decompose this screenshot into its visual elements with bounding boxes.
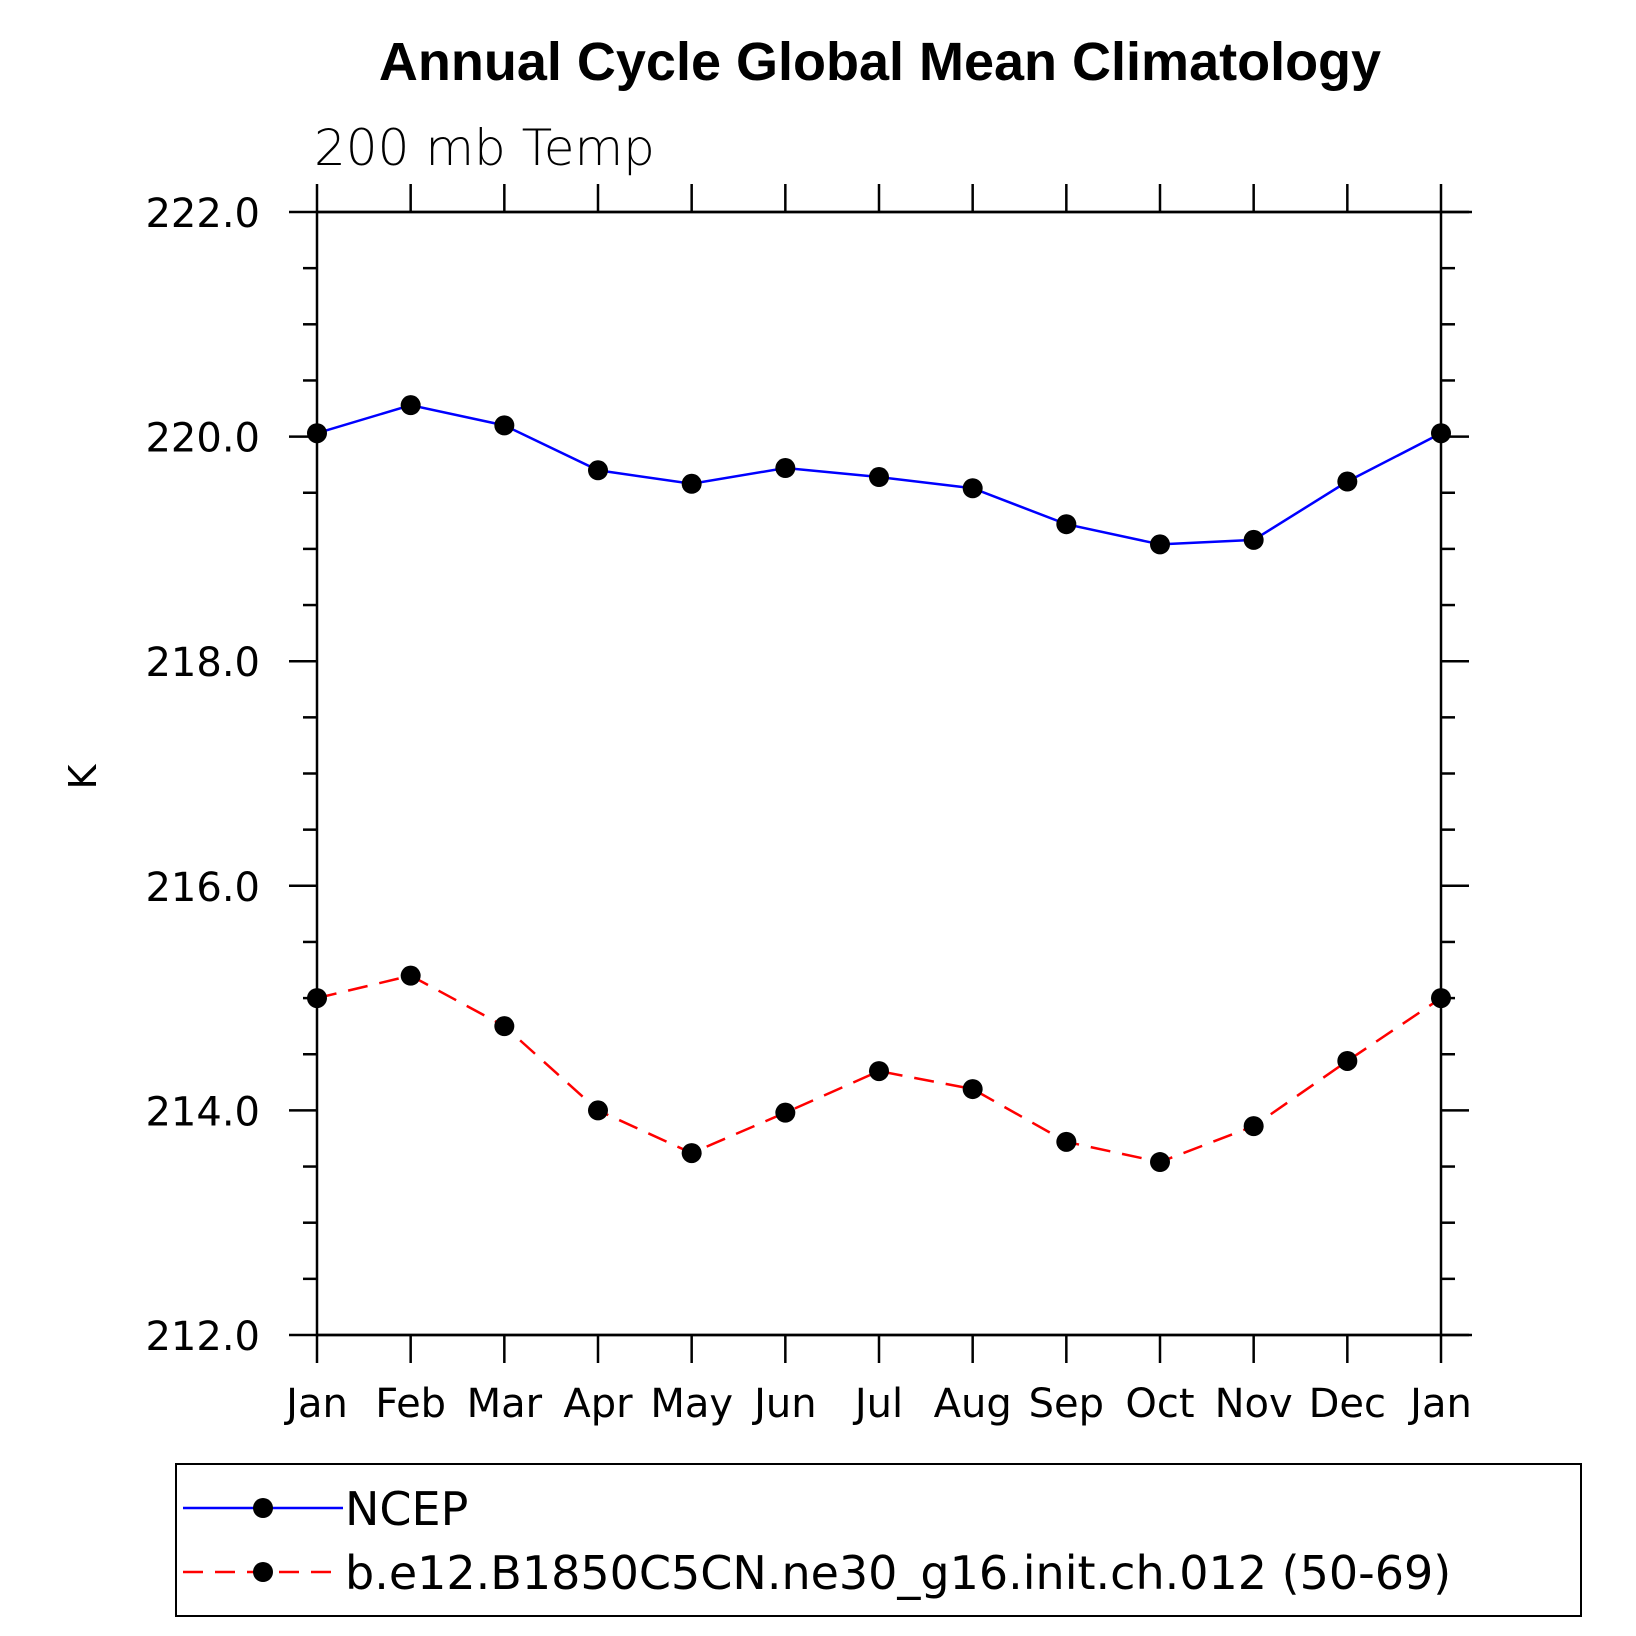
data-point: [1056, 514, 1077, 535]
x-tick-label: Jun: [751, 1381, 817, 1427]
data-point: [775, 1102, 796, 1123]
x-tick-label: Dec: [1309, 1381, 1386, 1427]
data-point: [494, 415, 515, 436]
data-point: [307, 988, 327, 1009]
y-tick-label: 218.0: [145, 640, 260, 686]
x-tick-label: Aug: [934, 1381, 1012, 1427]
y-tick-label: 212.0: [145, 1314, 260, 1360]
data-point: [1431, 988, 1451, 1009]
data-point: [1337, 1050, 1358, 1071]
data-point: [1337, 471, 1358, 492]
series-1: [307, 965, 1451, 1173]
data-point: [1243, 1116, 1264, 1137]
y-tick-label: 214.0: [145, 1089, 260, 1135]
x-tick-label: May: [650, 1381, 733, 1427]
x-tick-label: Jan: [283, 1381, 348, 1427]
data-point: [588, 1100, 608, 1121]
chart-subtitle: 200 mb Temp: [314, 119, 655, 177]
series-layer: [307, 395, 1451, 1173]
data-point: [400, 965, 421, 986]
y-tick-label: 222.0: [145, 191, 260, 237]
legend: NCEP b.e12.B1850C5CN.ne30_g16.init.ch.012…: [175, 1463, 1582, 1617]
data-point: [1243, 529, 1264, 550]
x-tick-label: Oct: [1125, 1381, 1194, 1427]
data-point: [962, 478, 983, 499]
x-tick-label: Apr: [563, 1381, 633, 1427]
legend-marker: [253, 1562, 273, 1582]
data-point: [494, 1016, 515, 1037]
plot-frame: [315, 210, 1443, 1337]
legend-label: NCEP: [345, 1482, 468, 1536]
data-point: [1150, 534, 1170, 555]
data-point: [681, 473, 702, 494]
y-axis-label: K: [61, 763, 105, 789]
data-point: [307, 423, 327, 444]
y-tick-label: 220.0: [145, 416, 260, 462]
data-point: [400, 395, 421, 416]
legend-box: [175, 1463, 1582, 1617]
x-tick-label: Feb: [375, 1381, 446, 1427]
x-tick-label: Nov: [1215, 1381, 1293, 1427]
legend-marker: [253, 1498, 273, 1518]
x-tick-label: Jul: [852, 1381, 903, 1427]
series-0: [307, 395, 1451, 555]
data-point: [1431, 423, 1451, 444]
data-point: [681, 1143, 702, 1164]
data-point: [1150, 1152, 1170, 1173]
legend-label: b.e12.B1850C5CN.ne30_g16.init.ch.012 (50…: [345, 1546, 1451, 1600]
x-tick-label: Mar: [467, 1381, 543, 1427]
chart-title: Annual Cycle Global Mean Climatology: [379, 32, 1381, 92]
data-point: [962, 1079, 983, 1100]
y-tick-label: 216.0: [145, 865, 260, 911]
x-tick-label: Jan: [1407, 1381, 1472, 1427]
data-point: [588, 460, 608, 481]
x-tick-label: Sep: [1029, 1381, 1104, 1427]
data-point: [1056, 1131, 1077, 1152]
axes: Jan Feb Mar Apr May Jun Jul Aug Sep Oct Nov Dec Jan 2…: [145, 184, 1472, 1427]
data-point: [775, 458, 796, 479]
data-point: [869, 1061, 889, 1082]
data-point: [869, 467, 889, 488]
